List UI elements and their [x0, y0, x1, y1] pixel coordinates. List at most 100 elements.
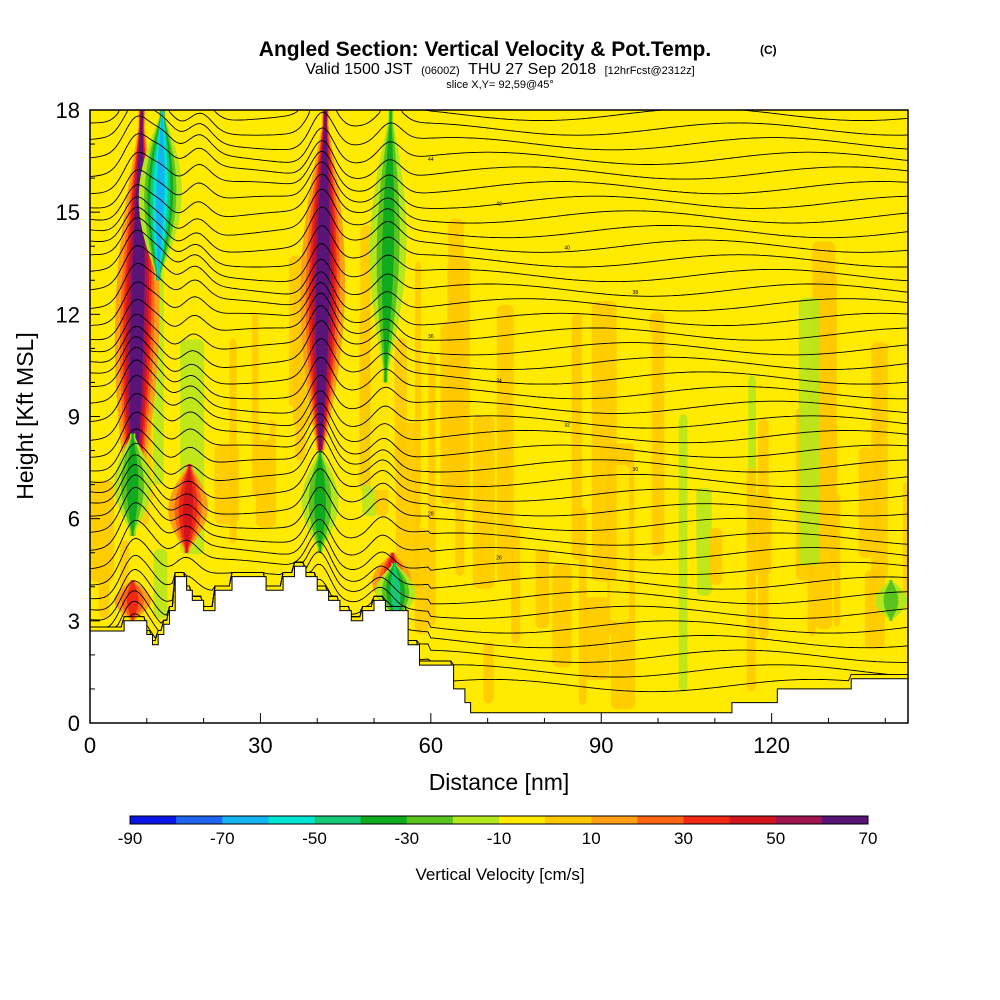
isentrope-label: 36	[428, 334, 434, 340]
colorbar-tick-label: 70	[859, 829, 878, 848]
y-tick-label: 9	[68, 405, 80, 430]
x-axis: 0 30 60 90 120	[84, 713, 886, 758]
isentrope-line	[90, 115, 908, 165]
slice-info: slice X,Y= 92,59@45°	[446, 79, 554, 91]
isentrope-line	[90, 502, 908, 561]
isentrope-line	[90, 206, 908, 253]
field-patch	[746, 467, 756, 692]
isentrope-line	[90, 393, 908, 444]
colorbar-tick-label: -50	[302, 829, 327, 848]
field-patch	[798, 297, 821, 566]
colorbar-tick-label: 30	[674, 829, 693, 848]
field-patch	[678, 414, 688, 692]
isentrope-line	[180, 110, 908, 122]
x-tick-label: 30	[248, 733, 272, 758]
isentrope-line	[90, 551, 908, 605]
isentrope-line	[90, 336, 908, 385]
x-tick-label: 0	[84, 733, 96, 758]
field-patch	[902, 482, 908, 609]
field-patch	[153, 548, 168, 619]
isentrope-line	[90, 161, 908, 209]
colorbar-tick-label: 10	[582, 829, 601, 848]
isentrope-label: 40	[564, 246, 570, 252]
downdraft-column	[156, 110, 165, 281]
x-tick-label: 120	[753, 733, 790, 758]
isentrope-line	[90, 375, 908, 429]
isentrope-line	[90, 110, 908, 136]
field-patch	[864, 569, 885, 649]
field-patch	[649, 312, 665, 556]
field-patch	[414, 528, 429, 635]
colorbar: -90 -70 -50 -30 -10 10 30 50 70	[118, 815, 878, 848]
field-patch	[496, 304, 514, 582]
field-patch	[98, 566, 110, 619]
field-patch	[858, 447, 873, 559]
colorbar-tick-label: -90	[118, 829, 143, 848]
field-patch	[634, 326, 653, 589]
field-patch	[472, 415, 495, 589]
isentrope-label: 42	[496, 201, 502, 207]
y-tick-label: 6	[68, 507, 80, 532]
colorbar-swatch	[683, 816, 731, 824]
isentrope-line	[90, 229, 908, 283]
y-tick-label: 3	[68, 609, 80, 634]
field-patch	[535, 548, 550, 629]
isentrope-label: 38	[633, 290, 639, 296]
valid-time-line: Valid 1500 JST (0600Z) THU 27 Sep 2018 […	[305, 61, 694, 78]
colorbar-swatch	[268, 816, 315, 824]
colorbar-swatch	[176, 816, 223, 824]
colorbar-swatch	[499, 816, 546, 824]
y-axis: 0 3 6 9 12 15 18	[56, 98, 100, 736]
x-tick-label: 90	[589, 733, 613, 758]
isentrope-label: 32	[564, 423, 570, 429]
field-patch	[229, 338, 237, 544]
terrain-mask	[90, 565, 908, 723]
isentrope-label: 26	[496, 556, 502, 562]
isentrope-label: 28	[428, 511, 434, 517]
colorbar-swatch	[314, 816, 362, 824]
updraft-column	[318, 110, 327, 468]
colorbar-swatch	[222, 816, 269, 824]
colorbar-title: Vertical Velocity [cm/s]	[415, 865, 584, 884]
isentrope-line	[90, 262, 908, 312]
isentrope-label: 30	[633, 467, 639, 473]
y-tick-label: 18	[56, 98, 80, 123]
isentrope-line	[90, 292, 908, 341]
field-patch	[830, 423, 838, 572]
isentrope-line	[90, 173, 908, 224]
colorbar-swatch	[729, 816, 777, 824]
field-patch	[259, 364, 270, 441]
downdraft-column	[382, 110, 395, 383]
isentrope-line	[90, 217, 908, 268]
updraft-column	[182, 464, 194, 553]
field-patch	[90, 480, 115, 582]
field-patch	[709, 527, 723, 585]
colorbar-swatch	[637, 816, 684, 824]
isentrope-line	[90, 320, 908, 370]
field-patch	[448, 218, 464, 503]
copyright-mark: (C)	[760, 43, 777, 57]
isentrope-label: 44	[428, 157, 434, 163]
colorbar-swatch	[130, 816, 177, 824]
isentrope-line	[90, 537, 908, 590]
isentrope-line	[90, 464, 908, 517]
y-tick-label: 15	[56, 200, 80, 225]
isentrope-line	[90, 281, 908, 327]
isentrope-line	[90, 519, 908, 575]
isentrope-line	[90, 133, 908, 180]
field-patch	[571, 312, 583, 560]
field-patch	[428, 353, 436, 626]
isentrope-line	[90, 423, 908, 473]
colorbar-swatch	[360, 816, 408, 824]
colorbar-swatch	[452, 816, 500, 824]
field-patch	[871, 342, 888, 579]
field-patch	[754, 493, 772, 575]
x-tick-label: 60	[419, 733, 443, 758]
field-patch	[414, 261, 422, 527]
colorbar-tick-label: 50	[766, 829, 785, 848]
chart-title: Angled Section: Vertical Velocity & Pot.…	[259, 38, 711, 61]
y-axis-label: Height [Kft MSL]	[12, 332, 38, 499]
downdraft-column	[314, 450, 326, 553]
field-patch	[696, 487, 712, 596]
